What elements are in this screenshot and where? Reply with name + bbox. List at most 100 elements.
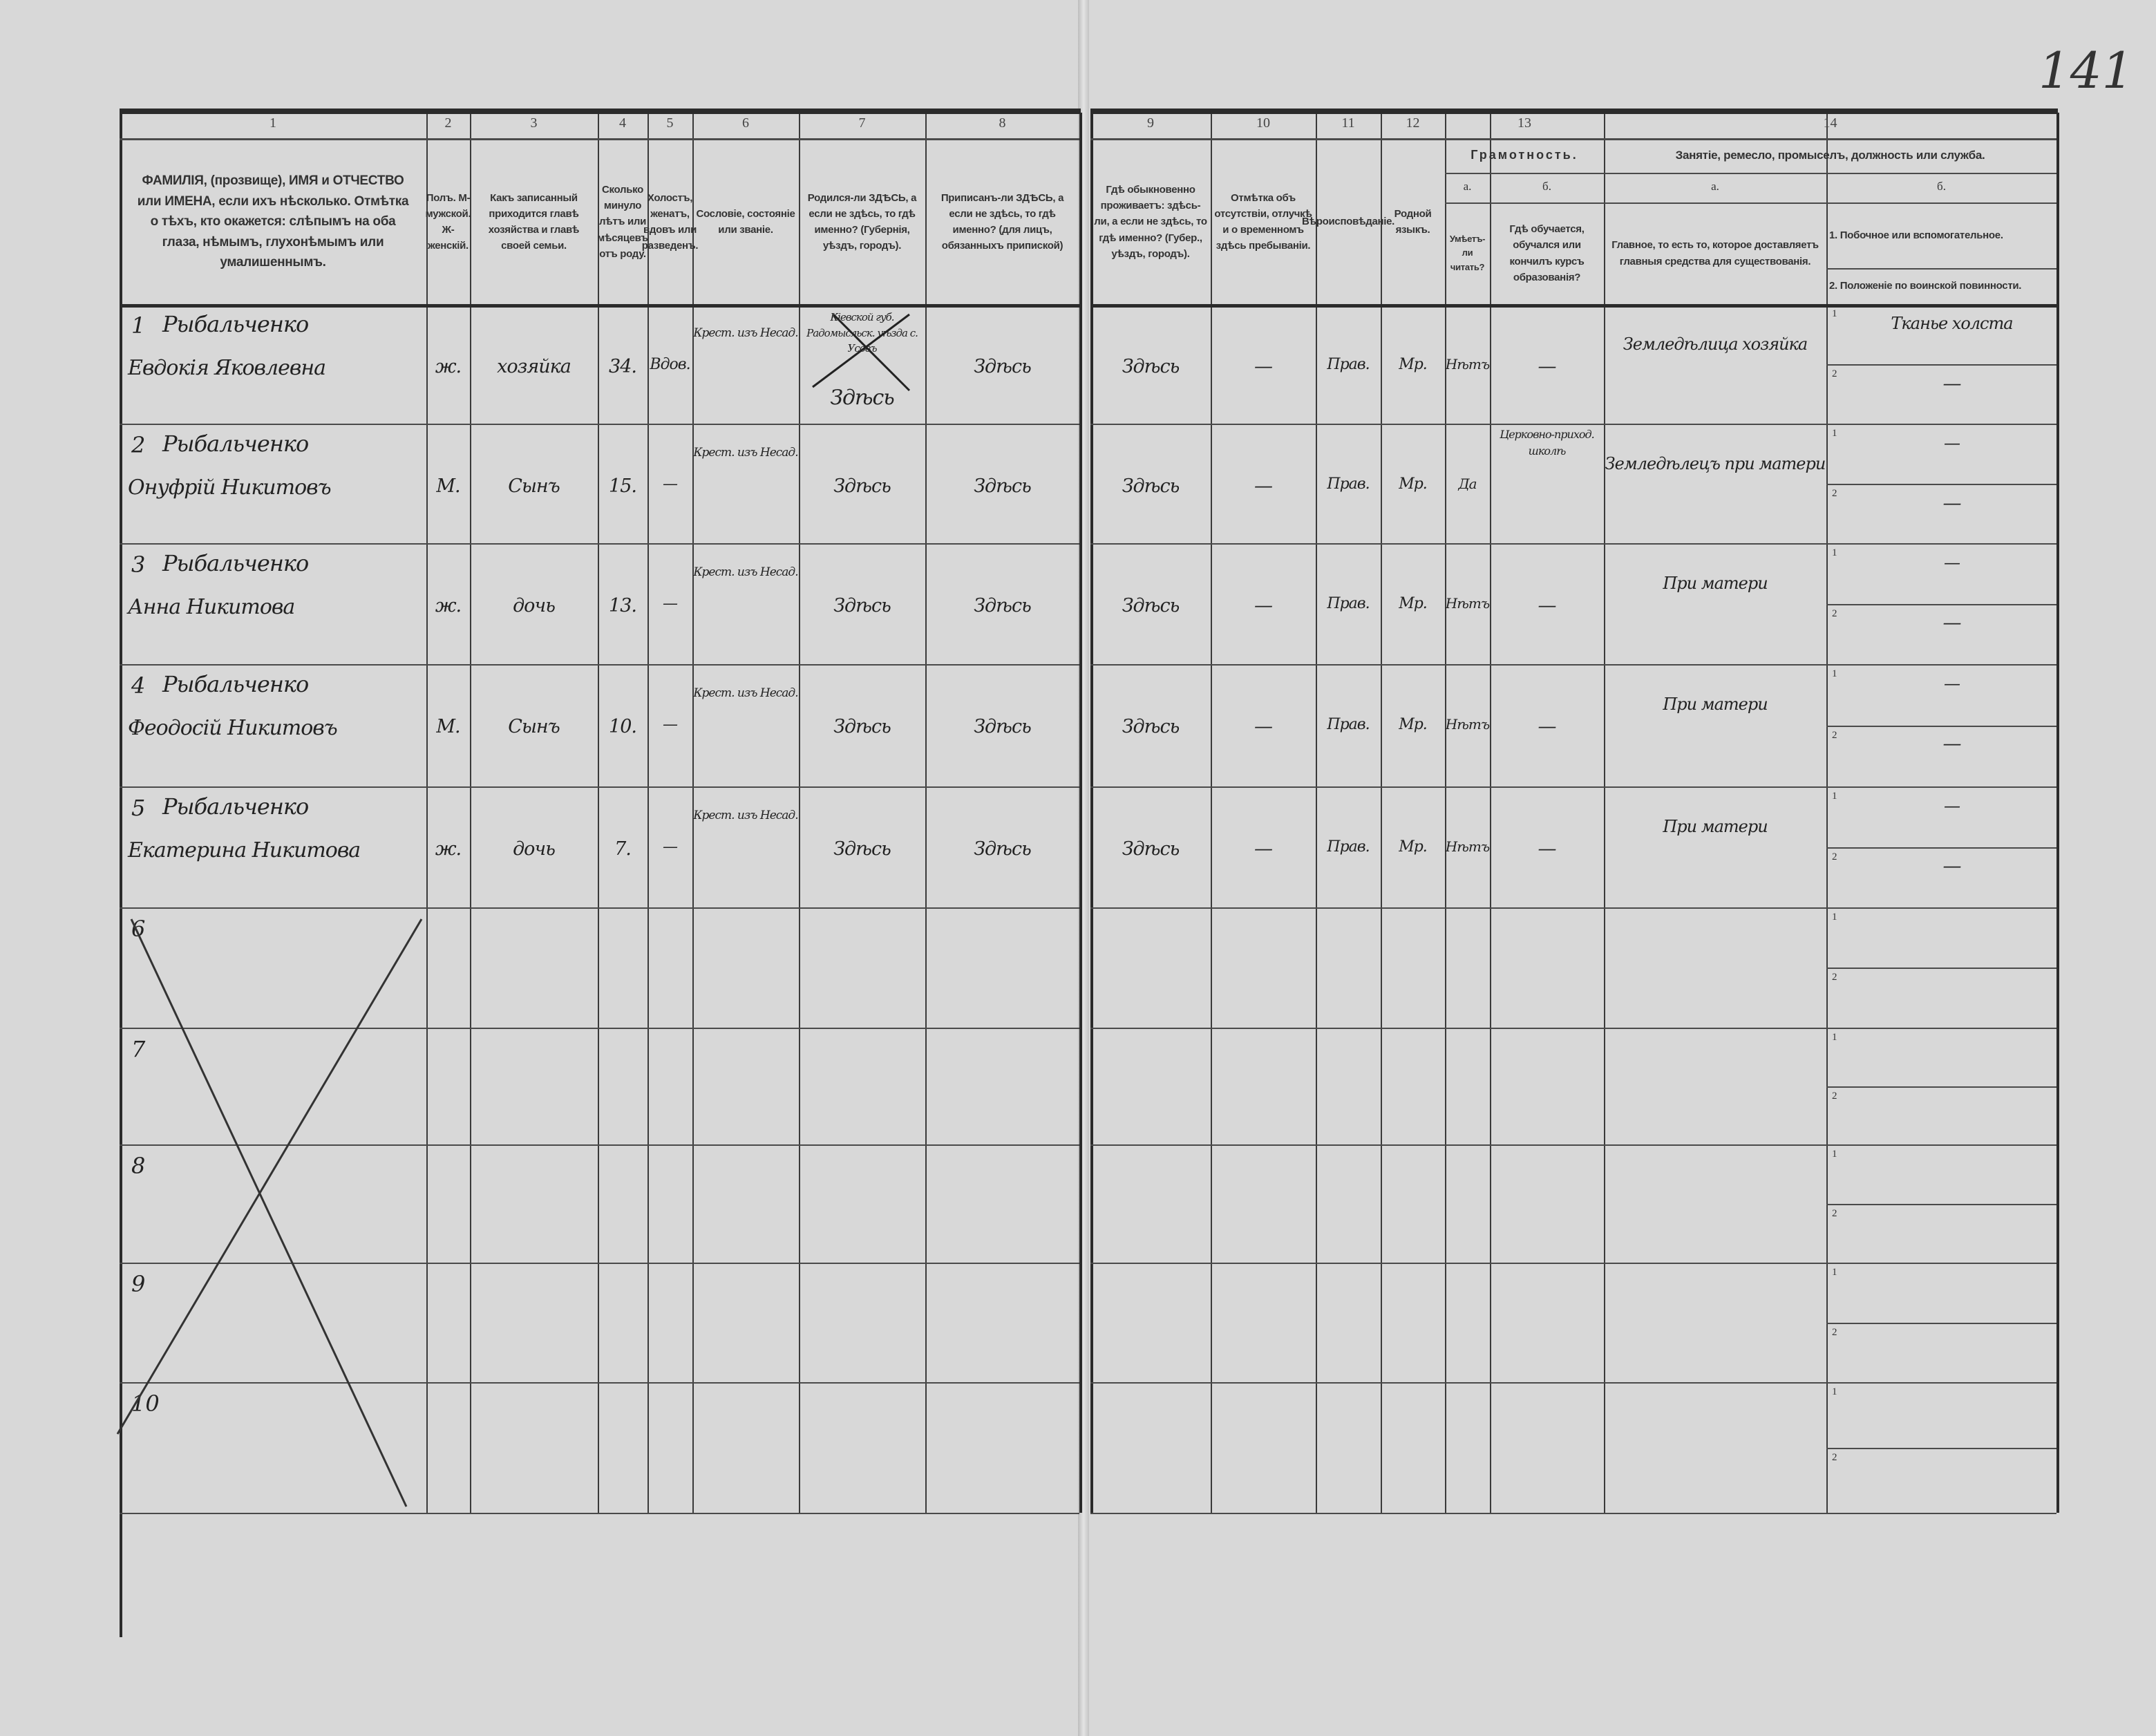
cell-sex: ж. [435,838,462,860]
row-rule [120,424,1079,425]
c14b-sub-label: 1 [1832,912,1837,923]
column-rule [1445,113,1446,1513]
c14b-sub-label: 2 [1832,1451,1837,1463]
row-rule [120,543,1079,545]
cell-language: Мр. [1399,475,1428,493]
cell-name: Онуфрій Никитовъ [128,475,332,500]
c14b-sub-label: 1 [1832,428,1837,439]
column-rule [1381,113,1382,1513]
cross-out-mark [116,918,423,1507]
cell-name: Екатерина Никитова [128,838,361,862]
cell-age: 7. [614,838,632,860]
cell-age: 13. [609,595,637,616]
cell-side-occupation: — [1944,674,1960,693]
table-top-border [120,108,1081,114]
cell-schooling: — [1538,356,1557,377]
cell-absence: — [1254,838,1273,860]
column-rule [2056,113,2059,1513]
header-c14b2: 2. Положеніе по воинской повинности. [1829,280,2022,292]
cell-language: Мр. [1399,716,1428,733]
column-number: 3 [530,115,538,131]
column-number: 7 [858,115,866,131]
c14b-subrow-rule [1826,968,2056,969]
column-rule [120,113,122,1637]
group-rule [1604,173,2056,174]
cell-absence: — [1254,356,1273,377]
c14b-subrow-rule [1826,725,2056,727]
entry-number: 3 [131,551,146,578]
c14b-sub-label: 2 [1832,1326,1837,1338]
cell-military: — [1942,856,1962,877]
row-rule [1090,1028,2056,1029]
entry-number: 2 [131,432,146,458]
cell-surname: Рыбальченко [162,793,309,820]
c14b-sub-label: 1 [1832,308,1837,319]
group-rule [1445,173,1604,174]
cell-military: — [1942,733,1962,755]
c14b-subrow-rule [1826,364,2056,366]
cell-absence: — [1254,716,1273,737]
cell-estate: Крест. изъ Несад. [693,446,798,460]
column-number: 12 [1406,115,1420,131]
cell-sex: М. [436,475,460,497]
c14b-sub-label: 2 [1832,607,1837,619]
row-rule [120,664,1079,666]
entry-number: 4 [131,672,146,699]
c14b-subrow-rule [1826,1203,2056,1205]
born-crossed-out-mark [806,311,916,394]
cell-surname: Рыбальченко [162,311,309,337]
column-number: 1 [270,115,276,131]
cell-side-occupation: — [1944,796,1960,815]
row-rule [1090,1513,2056,1514]
cell-religion: Прав. [1327,475,1370,493]
c14b-split-rule [1826,268,2056,270]
c14b-sub-label: 1 [1832,1149,1837,1160]
cell-age: 10. [609,716,637,737]
cell-schooling: — [1538,838,1557,860]
cell-relation: дочь [513,595,556,616]
column-rule [426,113,428,1513]
c14b-subrow-rule [1826,847,2056,849]
column-rule [470,113,471,1513]
header-c13a: Умѣетъ-ли читать? [1449,234,1486,272]
cell-language: Мр. [1399,356,1428,373]
cell-sex: ж. [435,356,462,377]
header-c4: Сколько минуло лѣтъ или мѣсяцевъ отъ род… [597,183,648,260]
column-number: 9 [1147,115,1154,131]
column-rule [1316,113,1317,1513]
column-number: 11 [1341,115,1355,131]
column-rule [799,113,800,1513]
row-rule [120,786,1079,788]
column-rule [598,113,599,1513]
cell-born: Здѣсь [833,838,891,860]
entry-number: 1 [131,312,146,339]
cell-name: Евдокія Яковлевна [128,356,326,380]
header-c1: ФАМИЛІЯ, (прозвище), ИМЯ и ОТЧЕСТВО или … [137,173,409,270]
entry-number: 7 [131,1036,146,1062]
c14b-subrow-rule [1826,1322,2056,1324]
cell-relation: хозяйка [497,356,571,377]
header-c9: Гдѣ обыкновенно проживаетъ: здѣсь-ли, а … [1094,183,1207,260]
cell-occupation: При матери [1663,817,1768,836]
cell-born: Здѣсь [833,475,891,497]
cell-absence: — [1254,595,1273,616]
cell-military: — [1942,493,1962,514]
c14b-sub-label: 1 [1832,791,1837,802]
row-rule [120,1513,1079,1514]
entry-number: 9 [131,1271,146,1297]
column-rule [1090,113,1093,1513]
c14b-sub-label: 2 [1832,972,1837,983]
cell-side-occupation: — [1944,433,1960,453]
table-top-border [1090,108,2058,114]
cell-side-occupation: — [1944,553,1960,572]
cell-resides: Здѣсь [1122,838,1180,860]
cell-born: Здѣсь [833,716,891,737]
row-rule [1090,543,2056,545]
header-c10: Отмѣтка объ отсутствіи, отлучкѣ и о врем… [1214,191,1312,252]
c14b-sub-label: 2 [1832,729,1837,741]
column-number: 13 [1517,115,1531,131]
cell-military: — [1942,373,1962,395]
c14b-sub-label: 2 [1832,1090,1837,1102]
column-number: 5 [666,115,674,131]
header-c7: Родился-ли ЗДѢСЬ, а если не здѣсь, то гд… [807,191,917,252]
